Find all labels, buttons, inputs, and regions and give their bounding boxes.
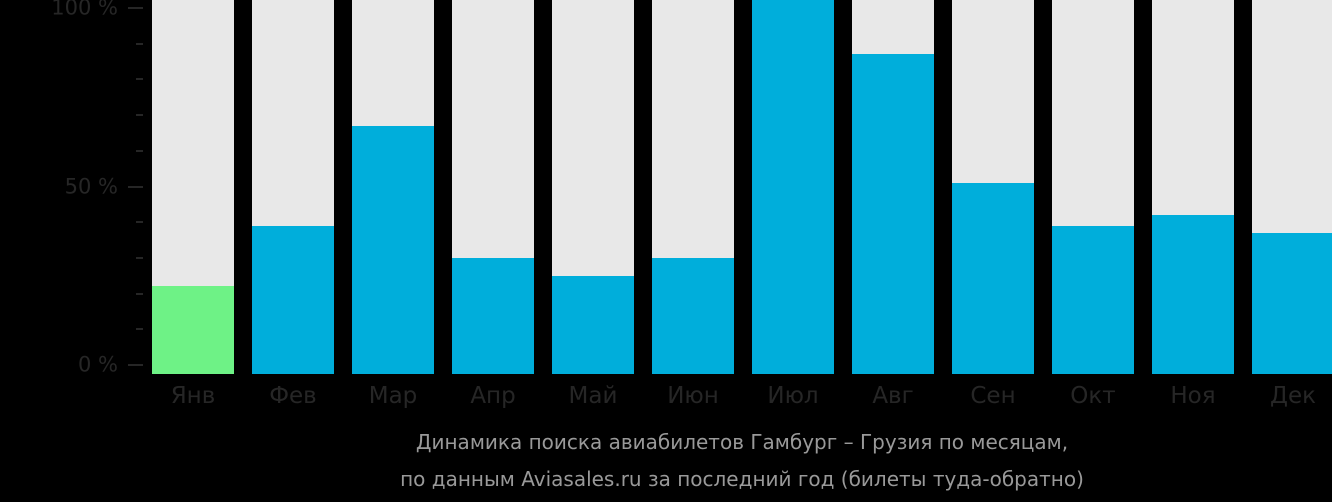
- x-tick-label: Сен: [970, 383, 1016, 409]
- x-tick-label: Окт: [1070, 383, 1116, 409]
- x-tick-label: Фев: [269, 383, 317, 409]
- bar-value-fill: [1252, 232, 1332, 374]
- x-tick-label: Июн: [667, 383, 719, 409]
- y-tick: [136, 114, 143, 117]
- x-tick-label: Апр: [470, 383, 516, 409]
- x-tick-label: Дек: [1269, 383, 1316, 409]
- y-tick: [136, 328, 143, 331]
- bar-12: [1252, 0, 1332, 374]
- bar-9: [952, 0, 1034, 374]
- bar-6: [652, 0, 734, 374]
- y-tick: [128, 364, 143, 366]
- y-tick: [128, 185, 143, 188]
- y-tick: [136, 221, 143, 224]
- bar-value-fill: [852, 54, 934, 374]
- bar-value-fill: [552, 275, 634, 374]
- bar-value-fill: [1052, 225, 1134, 374]
- y-tick: [136, 256, 143, 259]
- x-tick-label: Ноя: [1170, 383, 1216, 409]
- chart-caption-line-2: по данным Aviasales.ru за последний год …: [400, 467, 1084, 491]
- bar-value-fill: [752, 0, 834, 374]
- x-tick-label: Авг: [872, 383, 914, 409]
- bar-value-fill: [452, 257, 534, 374]
- bar-5: [552, 0, 634, 374]
- y-tick: [136, 292, 143, 295]
- x-tick-label: Янв: [170, 383, 216, 409]
- chart-caption-line-1: Динамика поиска авиабилетов Гамбург – Гр…: [415, 430, 1069, 454]
- bar-value-fill: [952, 182, 1034, 374]
- x-tick-label: Май: [568, 383, 618, 409]
- bar-2: [252, 0, 334, 374]
- y-tick: [128, 7, 143, 9]
- x-tick-label: Мар: [368, 383, 418, 409]
- bar-value-fill: [1152, 215, 1234, 374]
- y-tick-label: 50 %: [64, 174, 118, 198]
- bar-8: [852, 0, 934, 374]
- bar-7: [752, 0, 834, 374]
- bar-10: [1052, 0, 1134, 374]
- bar-11: [1152, 0, 1234, 374]
- bar-value-fill: [352, 125, 434, 374]
- bar-value-fill: [152, 286, 234, 374]
- bar-1: [152, 0, 234, 374]
- bar-3: [352, 0, 434, 374]
- x-tick-label: Июл: [767, 383, 819, 409]
- bar-value-fill: [652, 257, 734, 374]
- y-tick-label: 0 %: [78, 352, 118, 377]
- y-tick: [136, 149, 143, 152]
- y-tick-label: 100 %: [51, 0, 118, 20]
- bar-value-fill: [252, 225, 334, 374]
- bar-4: [452, 0, 534, 374]
- y-tick: [136, 42, 143, 45]
- y-tick: [136, 78, 143, 81]
